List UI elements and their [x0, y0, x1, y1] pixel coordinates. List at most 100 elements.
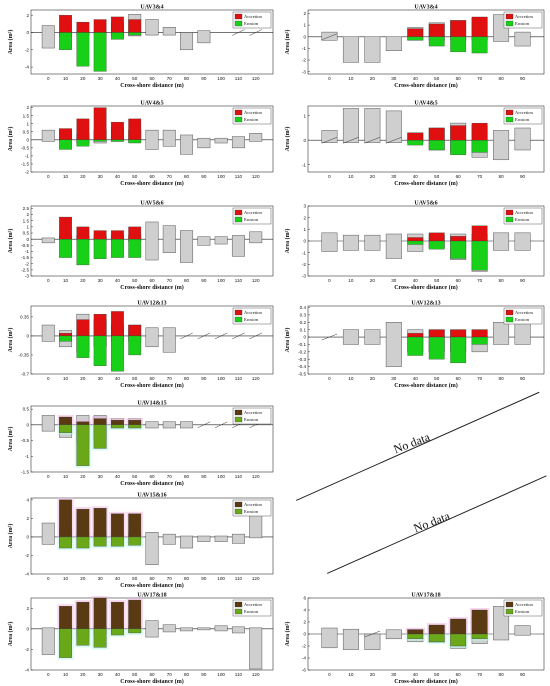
plot-frame — [307, 9, 545, 75]
x-axis-label: Cross-shore distance (m) — [394, 382, 457, 389]
x-tick-label: 30 — [98, 474, 104, 479]
x-tick-label: 0 — [47, 174, 50, 179]
bar-erosion-50 — [428, 633, 445, 642]
bar-erosion-50 — [128, 628, 142, 634]
legend-label-erosion: Erosion — [244, 417, 259, 422]
chart-title: UAV17&18 — [137, 593, 166, 599]
legend-label-erosion: Erosion — [244, 509, 259, 514]
y-tick-label: -0.5 — [298, 372, 306, 377]
x-tick-label: 120 — [252, 576, 260, 581]
y-tick-label: -3 — [302, 69, 307, 74]
bar-accretion-30 — [93, 107, 107, 140]
y-tick-label: -4 — [25, 668, 30, 673]
x-tick-label: 70 — [167, 376, 173, 381]
bar-erosion-40 — [111, 32, 124, 40]
x-tick-label: 40 — [115, 376, 121, 381]
legend-label-erosion: Erosion — [244, 21, 259, 26]
y-tick-label: 0 — [26, 237, 29, 242]
x-tick-label: 10 — [348, 76, 354, 81]
bar-accretion-20 — [76, 226, 90, 240]
y-tick-label: -6 — [302, 668, 307, 673]
bar-gray-0 — [321, 232, 338, 252]
y-tick-label: -2 — [302, 262, 307, 267]
slash-marker — [197, 332, 211, 340]
slash-marker — [321, 136, 338, 144]
x-tick-label: 20 — [80, 76, 86, 81]
x-tick-label: 10 — [63, 474, 69, 479]
bar-accretion-30 — [93, 314, 107, 337]
x-tick-label: 20 — [80, 576, 86, 581]
bar-gray-0 — [321, 31, 338, 41]
legend-swatch-accretion — [234, 109, 243, 116]
bar-gray-120 — [249, 133, 263, 142]
x-tick-label: 60 — [149, 376, 155, 381]
bar-accretion-40 — [111, 601, 124, 630]
y-tick-label: -1.5 — [21, 162, 29, 167]
legend-box — [232, 207, 272, 225]
bar-accretion-50 — [428, 127, 445, 141]
legend-swatch-accretion — [505, 209, 514, 216]
legend-swatch-erosion — [234, 608, 243, 615]
bar-erosion-20 — [76, 536, 90, 549]
slash-marker — [249, 29, 263, 36]
plot-frame — [307, 305, 545, 375]
plot-frame — [30, 105, 274, 173]
bar-gray-30 — [385, 110, 402, 143]
bar-gray-60 — [145, 221, 159, 261]
chart-svg: UAV5&6-3-2.5-2-1.5-1-0.500.511.522.50 10 2… — [7, 201, 274, 291]
y-tick-label: 0 — [303, 632, 306, 637]
bar-gray-80 — [493, 232, 510, 251]
bar-gray-70 — [162, 225, 176, 253]
x-tick-label: 0 — [328, 672, 331, 677]
x-tick-label: 80 — [184, 76, 190, 81]
x-axis-label: Cross-shore distance (m) — [120, 582, 183, 589]
x-tick-label: 30 — [391, 376, 397, 381]
bar-erosion-50 — [128, 335, 142, 356]
bar-erosion-30 — [93, 139, 107, 142]
bar-erosion-40 — [111, 628, 124, 636]
x-tick-label: 80 — [499, 376, 505, 381]
bar-accretion-10 — [59, 499, 72, 538]
bar-erosion-50 — [128, 424, 142, 429]
legend-label-erosion: Erosion — [515, 609, 530, 614]
bar-erosion-50 — [428, 36, 445, 47]
bar-accretion-50 — [128, 599, 142, 630]
legend-swatch-accretion — [505, 13, 514, 20]
legend-box — [232, 11, 272, 29]
x-tick-label: 10 — [63, 76, 69, 81]
x-tick-label: 80 — [184, 474, 190, 479]
bar-gray-20 — [364, 329, 381, 345]
bar-accretion-60 — [450, 20, 467, 37]
bar-gray-110 — [231, 235, 245, 257]
x-tick-label: 50 — [132, 278, 138, 283]
legend-box — [232, 599, 272, 617]
y-tick-label: -1 — [302, 46, 307, 51]
y-axis-label: Area (m²) — [7, 524, 14, 549]
bar-erosion-40 — [111, 335, 124, 372]
x-tick-label: 20 — [370, 672, 376, 677]
y-tick-label: -2 — [302, 58, 307, 63]
bar-erosion-50 — [428, 240, 445, 250]
bar-gray-90 — [514, 232, 531, 251]
legend-swatch-accretion — [234, 209, 243, 216]
bar-accretion-30 — [93, 19, 107, 33]
bar-erosion-50 — [128, 139, 142, 144]
legend-label-accretion: Accretion — [515, 110, 533, 115]
x-tick-label: 80 — [184, 672, 190, 677]
y-tick-label: 6 — [303, 596, 306, 601]
bar-erosion-50 — [128, 536, 142, 546]
bar-gray-0 — [41, 415, 55, 432]
x-tick-label: 70 — [477, 174, 483, 179]
y-tick-label: -0.2 — [298, 349, 306, 354]
chart-title: UAV3&4 — [140, 5, 163, 11]
chart-svg: UAV12&13 -0.7 -0.35 0 0.35 0 10 20 30 40 50 60 70 80 9… — [7, 301, 274, 389]
chart-title: UAV12&13 — [411, 301, 440, 307]
legend-label-accretion: Accretion — [244, 110, 262, 115]
bar-gray-70 — [162, 533, 176, 545]
x-tick-label: 60 — [149, 672, 155, 677]
x-tick-label: 90 — [201, 474, 207, 479]
bar-gray-0 — [321, 627, 338, 649]
x-tick-label: 50 — [434, 376, 440, 381]
bar-accretion-30 — [93, 508, 107, 538]
